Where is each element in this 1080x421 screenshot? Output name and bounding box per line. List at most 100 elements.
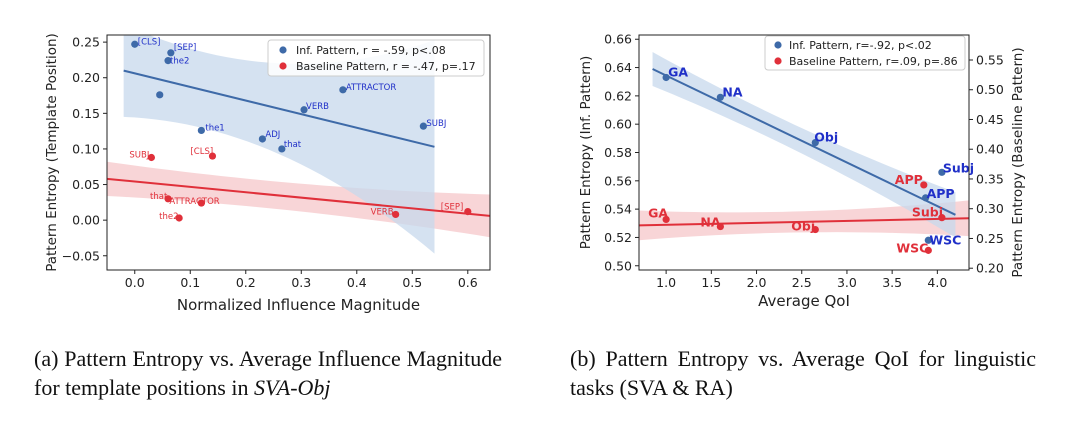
legend-b: Inf. Pattern, r=-.92, p<.02 Baseline Patt… — [764, 35, 966, 71]
inf-point — [300, 106, 308, 114]
inf-point-label: [CLS] — [138, 37, 161, 47]
caption-b-text: (b) Pattern Entropy vs. Average QoI for … — [570, 346, 1036, 400]
x-tick-label: 0.1 — [180, 275, 200, 290]
y-tick-label-right: 0.40 — [976, 142, 1004, 157]
legend-frame — [764, 35, 966, 71]
baseline-point — [197, 199, 205, 207]
inf-point-label: the2 — [170, 57, 189, 67]
baseline-point — [392, 210, 400, 219]
x-tick-label: 2.0 — [747, 275, 767, 290]
x-tick-label: 0.4 — [347, 275, 367, 290]
baseline-point-label: ATTRACTOR — [169, 197, 219, 207]
inf-point — [197, 126, 205, 135]
y-tick-label: 0.10 — [72, 141, 100, 156]
inf-point-label: NA — [722, 84, 742, 99]
baseline-point — [175, 214, 183, 222]
baseline-confidence-band — [639, 200, 969, 241]
baseline-point-label: SUBJ — [129, 150, 149, 160]
inf-regression-line — [123, 69, 435, 148]
inf-point-label: VERB — [306, 102, 329, 112]
x-tick-label: 3.5 — [882, 275, 902, 290]
inf-point — [938, 168, 946, 176]
legend-label-baseline: Baseline Pattern, r = -.47, p=.17 — [296, 60, 476, 73]
baseline-point-label: GA — [648, 205, 668, 220]
y-tick-label: 0.00 — [72, 213, 100, 228]
inf-point — [419, 122, 427, 130]
inf-point-label: Subj — [943, 160, 974, 175]
inf-point — [339, 86, 347, 94]
inf-point-label: GA — [668, 64, 688, 79]
baseline-regression-line — [639, 217, 969, 227]
x-tick-label: 0.0 — [125, 275, 145, 290]
x-tick-label: 0.6 — [458, 275, 478, 290]
y-tick-label-left: 0.56 — [604, 173, 632, 188]
inf-point-label: Obj — [814, 130, 838, 145]
inf-point-label: [SEP] — [174, 43, 197, 53]
plot-frame — [106, 34, 491, 271]
y-axis-title: Pattern Entropy (Template Position) — [44, 33, 60, 272]
y-tick-label: 0.25 — [72, 35, 100, 50]
x-axis-title: Normalized Influence Magnitude — [177, 296, 420, 314]
inf-point — [156, 91, 164, 99]
x-tick-label: 0.3 — [291, 275, 311, 290]
inf-point — [716, 93, 724, 101]
baseline-point — [924, 246, 932, 254]
y-tick-label-right: 0.35 — [976, 171, 1004, 186]
inf-point — [167, 49, 175, 57]
y-tick-label-left: 0.64 — [604, 60, 632, 75]
inf-point-label: the1 — [205, 123, 224, 133]
legend-frame — [267, 39, 485, 77]
x-tick-label: 0.2 — [236, 275, 256, 290]
inf-point — [278, 145, 286, 153]
baseline-point-label: the2 — [159, 212, 178, 222]
legend-marker-inf — [774, 41, 782, 49]
baseline-point-label: Obj — [791, 219, 815, 234]
x-tick-label: 1.0 — [656, 275, 676, 290]
baseline-point — [164, 195, 172, 203]
y-tick-label-left: 0.52 — [604, 230, 632, 245]
x-tick-label: 3.0 — [837, 275, 857, 290]
chart-a: [CLS] [SEP] the2 the1 ADJ that VERB ATTRACTOR SU… — [44, 33, 491, 314]
baseline-point-label: WSC — [896, 240, 928, 255]
inf-point-label: ATTRACTOR — [346, 83, 396, 93]
baseline-point — [716, 222, 724, 231]
caption-a-italic: SVA-Obj — [253, 375, 331, 400]
inf-regression-line — [652, 68, 956, 216]
inf-point — [924, 236, 932, 244]
x-tick-label: 2.5 — [792, 275, 812, 290]
inf-point — [922, 194, 930, 202]
inf-point-label: ADJ — [265, 130, 280, 140]
inf-point — [258, 135, 267, 143]
legend-marker-baseline — [774, 57, 782, 65]
baseline-point — [920, 181, 928, 189]
x-axis-title: Average QoI — [758, 292, 850, 310]
y-axis-title-right: Pattern Entropy (Baseline Pattern) — [1010, 47, 1026, 277]
baseline-point — [464, 208, 472, 216]
x-tick-label: 1.5 — [701, 275, 721, 290]
x-tick-label: 4.0 — [927, 275, 947, 290]
y-tick-label-right: 0.20 — [976, 261, 1004, 276]
inf-point — [164, 57, 172, 65]
baseline-point-label: NA — [700, 215, 720, 230]
y-tick-label-left: 0.54 — [604, 202, 632, 217]
y-tick-label-right: 0.30 — [976, 201, 1004, 216]
baseline-point-label: VERB — [371, 207, 394, 217]
y-tick-label: 0.05 — [72, 177, 100, 192]
baseline-point-label: that — [150, 192, 168, 202]
chart-b: GA NA Obj Subj APP WSC GA NA Obj APP Subj WSC 1.0 1.5… — [578, 32, 1026, 310]
y-tick-label-left: 0.58 — [604, 145, 632, 160]
y-tick-label-left: 0.62 — [604, 88, 632, 103]
y-tick-label-right: 0.55 — [976, 52, 1004, 67]
y-tick-label-right: 0.25 — [976, 231, 1004, 246]
legend-label-inf: Inf. Pattern, r=-.92, p<.02 — [789, 39, 932, 52]
baseline-point-label: Subj — [912, 205, 943, 220]
y-axis-title-left: Pattern Entropy (Inf. Pattern) — [578, 56, 594, 250]
y-tick-label-left: 0.60 — [604, 117, 632, 132]
y-tick-label-left: 0.50 — [604, 258, 632, 273]
y-tick-label-right: 0.45 — [976, 112, 1004, 127]
y-tick-label-right: 0.50 — [976, 82, 1004, 97]
baseline-point — [938, 214, 946, 222]
baseline-point — [208, 152, 217, 160]
inf-point — [131, 40, 139, 48]
